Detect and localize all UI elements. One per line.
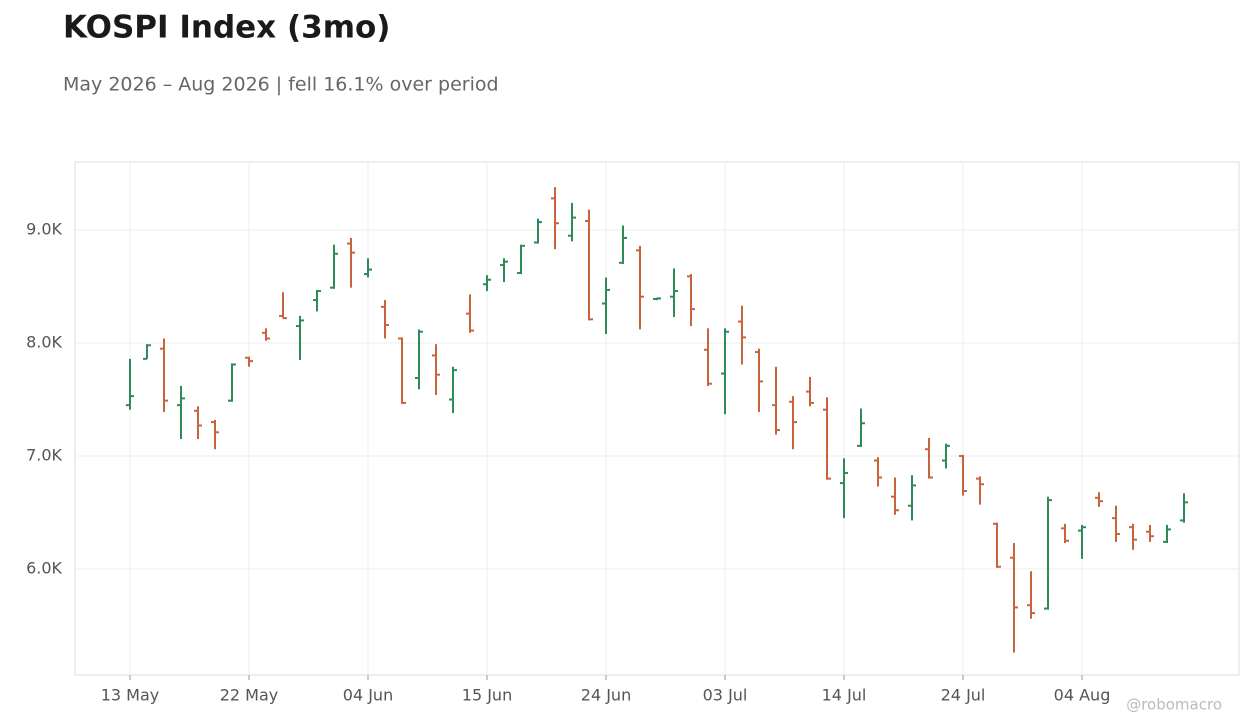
plot-area [74,161,1240,676]
y-tick-label: 8.0K [26,333,62,352]
watermark: @robomacro [1126,696,1222,714]
x-tick-label: 24 Jul [941,686,986,705]
x-tick-label: 15 Jun [462,686,512,705]
chart-subtitle: May 2026 – Aug 2026 | fell 16.1% over pe… [63,74,499,96]
y-tick-label: 9.0K [26,220,62,239]
y-tick-label: 6.0K [26,559,62,578]
x-tick-label: 14 Jul [822,686,867,705]
x-tick-label: 04 Aug [1054,686,1111,705]
chart-title: KOSPI Index (3mo) [63,10,390,46]
x-tick-label: 24 Jun [581,686,631,705]
x-tick-label: 13 May [101,686,160,705]
x-tick-label: 04 Jun [343,686,393,705]
x-tick-label: 03 Jul [703,686,748,705]
x-tick-label: 22 May [220,686,279,705]
y-tick-label: 7.0K [26,446,62,465]
